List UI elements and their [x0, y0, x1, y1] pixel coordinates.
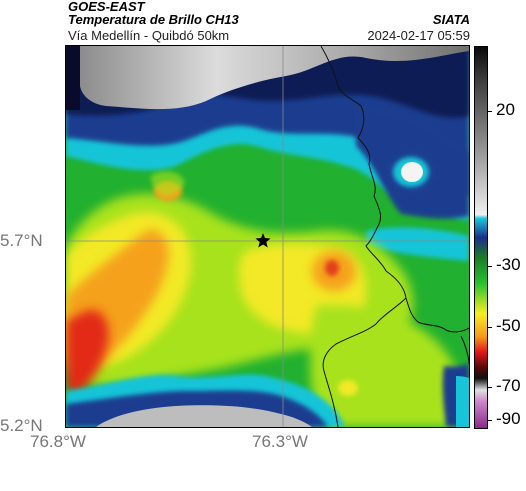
- colorbar-tick-m30: [487, 266, 492, 267]
- department-border-south: [322, 297, 407, 427]
- colorbar-label-m30: -30: [496, 255, 521, 274]
- department-border-north: [320, 46, 469, 333]
- warm-spot-north-halo: [150, 171, 185, 196]
- datetime-label: 2024-02-17 05:59: [367, 28, 470, 43]
- cold-band-bottom-right-inner: [456, 376, 469, 427]
- clear-sky-top: [80, 46, 469, 110]
- satellite-name: GOES-EAST: [68, 0, 145, 14]
- lon-tick-76-8: 76.8°W: [30, 432, 86, 451]
- clear-sky-bottom: [96, 405, 312, 427]
- lat-tick-5-7: 5.7°N: [0, 231, 43, 250]
- route-subtitle: Vía Medellín - Quibdó 50km: [68, 28, 230, 43]
- mid-temperature-southeast: [310, 304, 461, 427]
- product-title: Temperatura de Brillo CH13: [68, 12, 239, 27]
- colorbar-tick-m90: [487, 420, 492, 421]
- warm-spot-south: [338, 380, 358, 396]
- warm-cell-red-center: [325, 260, 339, 276]
- department-border-east: [460, 335, 469, 365]
- colorbar-label-m50: -50: [496, 316, 521, 335]
- colorbar-tick-m50: [487, 327, 492, 328]
- colorbar-label-20: 20: [496, 100, 515, 119]
- colorbar-label-m90: -90: [496, 409, 521, 428]
- lat-tick-5-2: 5.2°N: [0, 416, 43, 435]
- colorbar-tick-m70: [487, 387, 492, 388]
- cold-streak-right: [366, 227, 469, 261]
- colorbar-gradient: [475, 47, 487, 428]
- warm-region-red-left: [66, 310, 109, 393]
- colorbar-label-m70: -70: [496, 376, 521, 395]
- lon-tick-76-3: 76.3°W: [252, 432, 308, 451]
- brightness-temperature-map[interactable]: [66, 46, 469, 427]
- star-icon[interactable]: [255, 233, 271, 248]
- cold-edge-top-left: [66, 46, 80, 110]
- map-canvas: [66, 46, 469, 427]
- organization-label: SIATA: [432, 12, 470, 27]
- temperature-colorbar: [474, 46, 488, 429]
- cold-cell-core: [401, 162, 423, 182]
- colorbar-tick-20: [487, 111, 492, 112]
